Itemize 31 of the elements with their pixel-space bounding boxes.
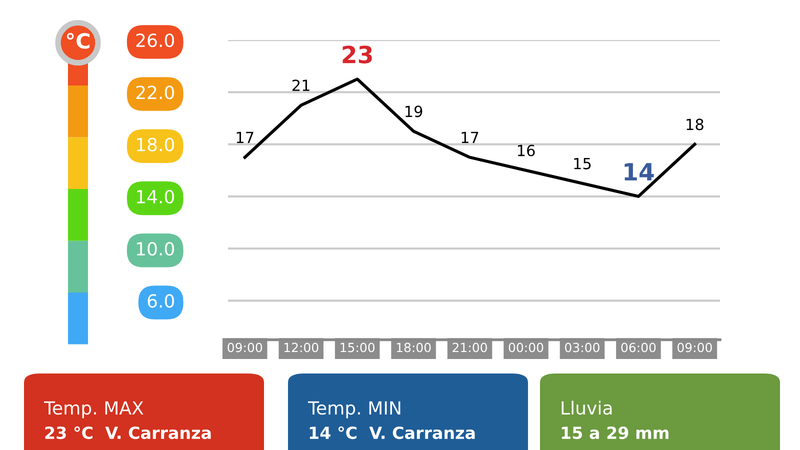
y-tick-label: 26.0 (136, 34, 174, 48)
x-tick-label: 06:00 (621, 342, 656, 352)
data-label: 17 (236, 132, 254, 144)
x-tick-label: 12:00 (284, 342, 318, 352)
y-tick-label: 18.0 (137, 138, 174, 152)
y-tick-label: 10.0 (137, 242, 174, 256)
y-tick-label: 22.0 (136, 86, 174, 100)
data-label: 18 (686, 118, 704, 130)
x-tick-label: 00:00 (508, 342, 544, 352)
data-label: 14 (624, 163, 654, 180)
x-tick-label: 09:00 (678, 342, 712, 352)
text: Temp. MAX (44, 401, 144, 418)
y-tick-label: 6.0 (148, 294, 174, 308)
text: Lluvia (562, 400, 612, 415)
data-label: 21 (292, 80, 310, 91)
text: 14 °C V. Carranza (310, 426, 475, 440)
data-label: 15 (574, 158, 591, 170)
data-label: 23 (342, 46, 372, 64)
text: Temp. MIN (308, 401, 400, 418)
data-label: 19 (406, 106, 422, 118)
x-tick-label: 09:00 (228, 342, 262, 352)
text: 23 °C V. Carranza (45, 426, 211, 440)
text: °C (66, 32, 90, 49)
x-tick-label: 15:00 (340, 342, 375, 352)
x-tick-label: 21:00 (452, 342, 487, 352)
text: 15 a 29 mm (562, 426, 668, 440)
data-label: 16 (518, 144, 535, 156)
y-tick-label: 14.0 (137, 190, 174, 204)
data-label: 17 (462, 132, 478, 144)
x-tick-label: 03:00 (565, 342, 600, 352)
x-tick-label: 18:00 (396, 342, 431, 352)
